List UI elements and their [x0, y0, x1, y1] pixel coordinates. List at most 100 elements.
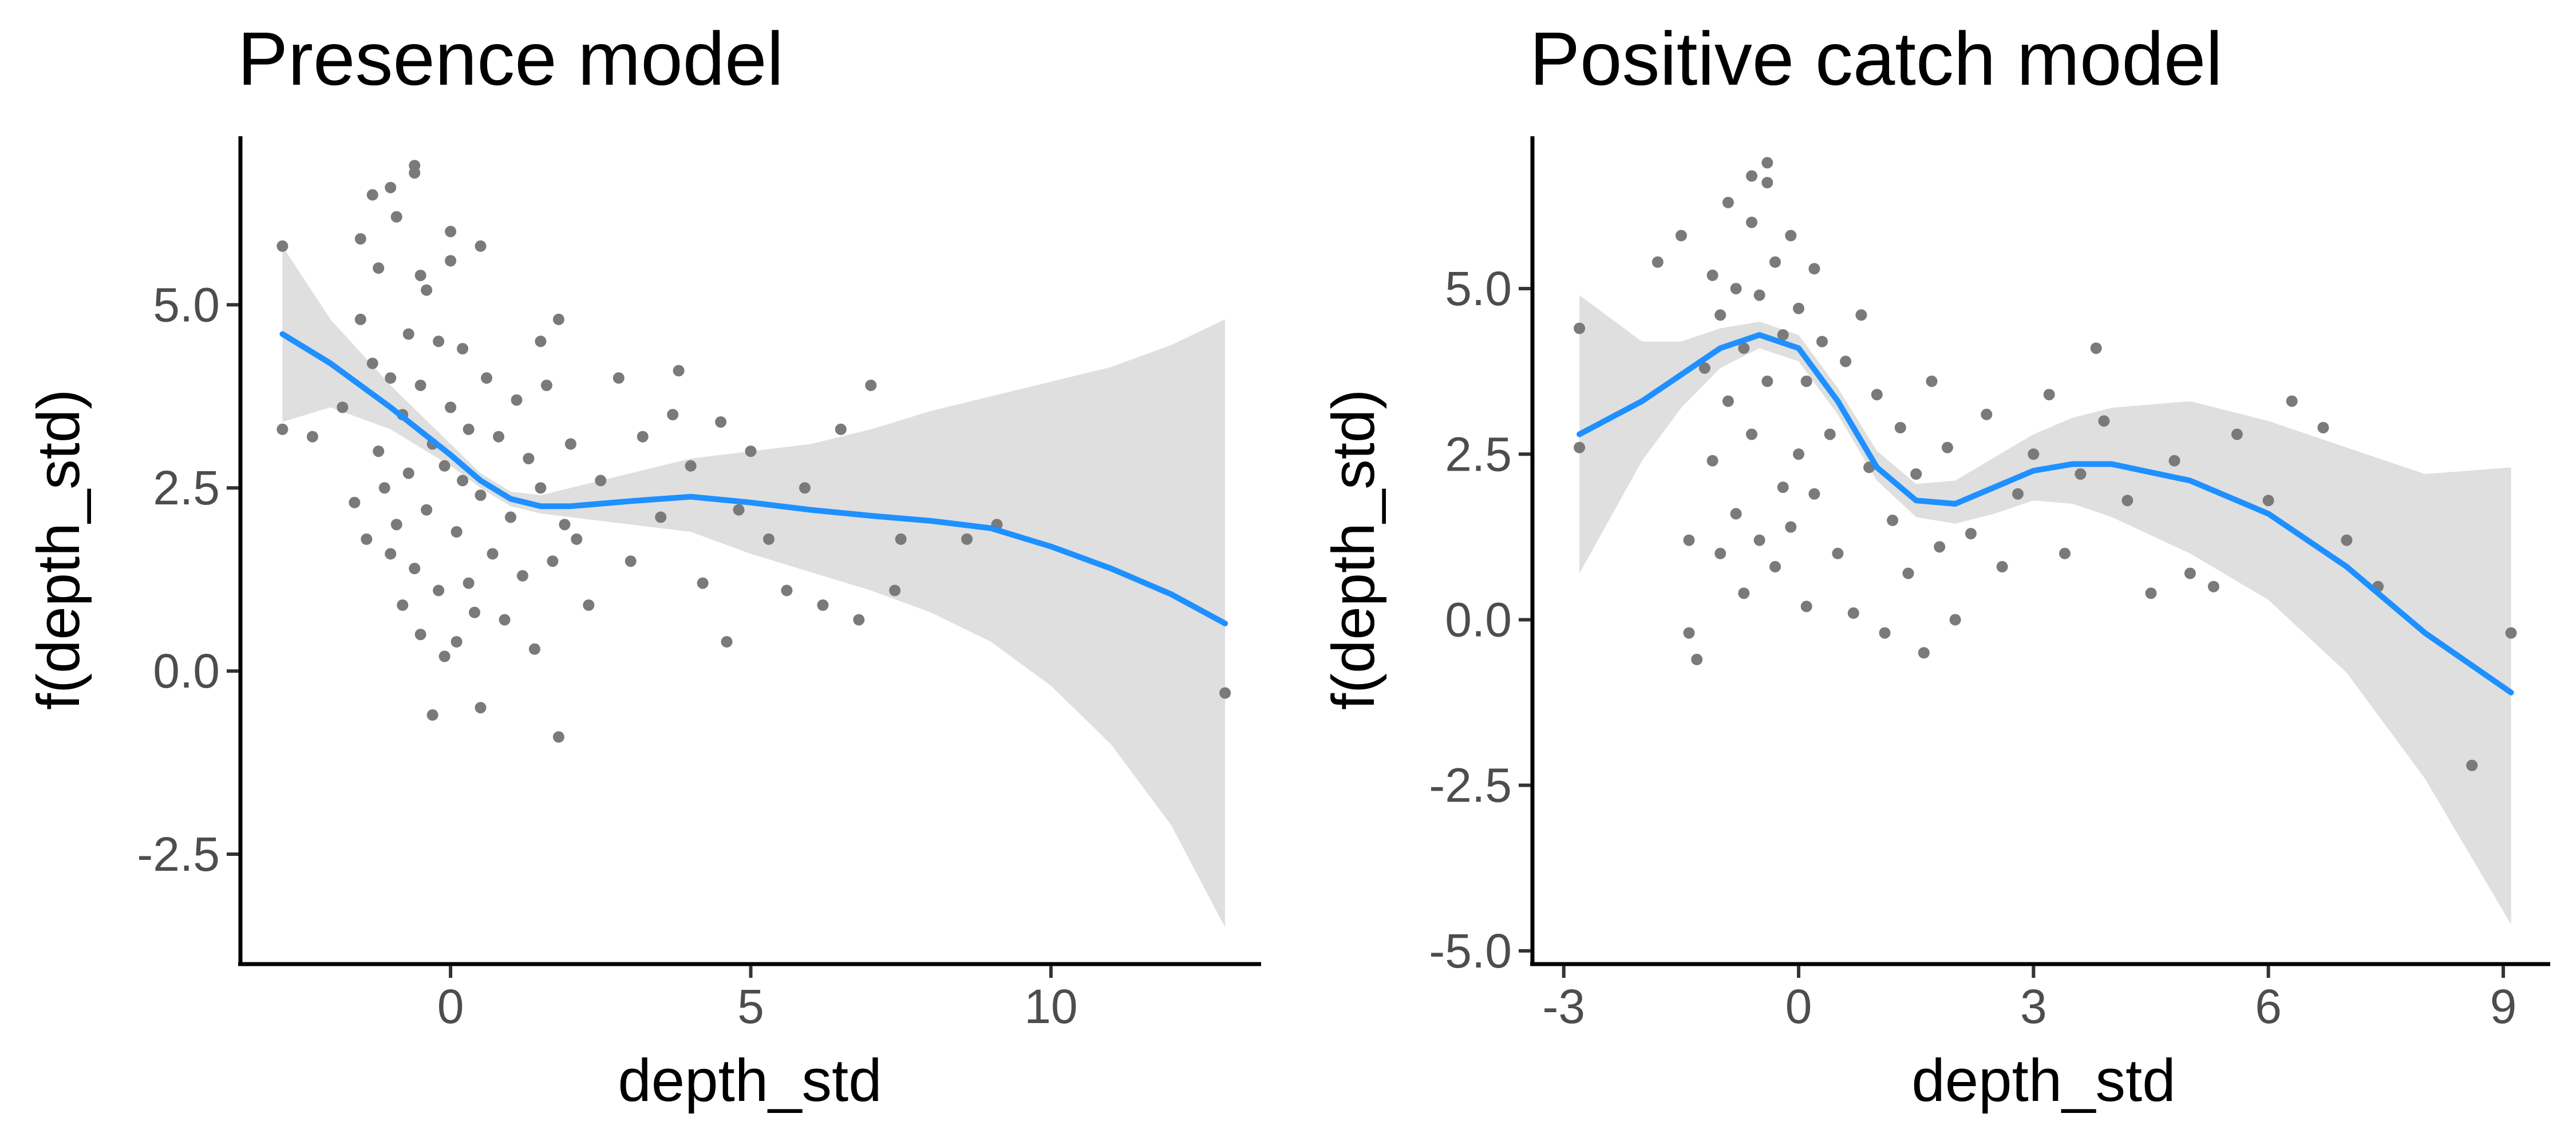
- data-point: [469, 606, 480, 618]
- data-point: [354, 233, 366, 245]
- data-point: [961, 533, 973, 545]
- data-point: [1714, 309, 1726, 321]
- data-point: [1738, 587, 1750, 599]
- data-point: [1800, 376, 1812, 387]
- y-tick-label: 5.0: [1445, 262, 1512, 315]
- data-point: [378, 482, 390, 494]
- data-point: [438, 650, 451, 662]
- data-point: [697, 577, 709, 589]
- data-point: [1722, 196, 1734, 208]
- data-point: [1832, 547, 1844, 559]
- data-point: [1753, 534, 1765, 546]
- data-point: [559, 519, 571, 531]
- data-point: [655, 511, 667, 523]
- data-point: [1894, 422, 1906, 433]
- data-point: [433, 335, 445, 348]
- data-point: [414, 380, 426, 392]
- data-point: [1887, 514, 1899, 526]
- axis-ticks: -3 0 3 6 9 -5.0 -2.5 0.0 2.5 5.0: [1429, 262, 2516, 1033]
- x-tick-label: 6: [2255, 980, 2282, 1033]
- data-point: [835, 423, 847, 435]
- data-point: [1761, 177, 1773, 188]
- data-point: [409, 160, 421, 172]
- data-point: [895, 533, 907, 545]
- data-point: [505, 511, 516, 523]
- y-tick-label: -5.0: [1429, 924, 1512, 978]
- data-point: [445, 255, 457, 267]
- data-point: [2145, 587, 2157, 599]
- data-point: [2121, 495, 2134, 507]
- data-point: [337, 401, 349, 413]
- data-point: [1706, 455, 1718, 467]
- y-tick-label: 2.5: [1445, 427, 1512, 481]
- y-tick-label: 0.0: [1445, 593, 1512, 646]
- data-point: [2286, 395, 2298, 407]
- x-tick-label: 10: [1024, 980, 1077, 1033]
- data-point: [1746, 428, 1757, 440]
- data-point: [1847, 607, 1859, 619]
- data-point: [487, 548, 499, 560]
- data-point: [2341, 534, 2353, 546]
- data-point: [481, 372, 492, 384]
- data-point: [2012, 488, 2024, 500]
- data-point: [349, 496, 361, 508]
- data-point: [402, 328, 414, 340]
- data-point: [1761, 376, 1773, 387]
- data-point: [276, 423, 289, 435]
- data-point: [571, 533, 583, 545]
- data-point: [1706, 269, 1718, 281]
- data-point: [1730, 508, 1742, 520]
- y-tick-label: 5.0: [153, 278, 220, 331]
- data-point: [511, 394, 523, 406]
- data-point: [1574, 441, 1586, 453]
- y-tick-label: -2.5: [1429, 759, 1512, 812]
- data-point: [463, 423, 475, 435]
- data-point: [1777, 481, 1789, 493]
- data-point: [2317, 422, 2329, 433]
- data-point: [414, 270, 426, 282]
- data-point: [361, 533, 373, 545]
- data-point: [817, 599, 829, 611]
- data-point: [1769, 560, 1781, 572]
- data-point: [306, 431, 318, 443]
- data-point: [1879, 627, 1891, 639]
- data-point: [373, 262, 385, 274]
- data-point: [390, 211, 402, 223]
- data-point: [853, 614, 865, 626]
- smooth-line: [1577, 332, 2514, 696]
- chart-title: Presence model: [238, 17, 784, 101]
- data-point: [1949, 614, 1961, 626]
- data-point: [438, 460, 451, 472]
- data-point: [528, 643, 540, 655]
- x-tick-label: 9: [2490, 980, 2517, 1033]
- confidence-band: [282, 246, 1226, 927]
- data-point: [2043, 389, 2055, 401]
- data-point: [402, 467, 414, 479]
- data-point: [535, 335, 547, 348]
- data-point: [1824, 428, 1836, 440]
- data-point: [421, 284, 433, 296]
- data-point: [354, 313, 366, 325]
- x-axis-label: depth_std: [1911, 1047, 2175, 1114]
- data-point: [1761, 157, 1773, 169]
- data-point: [1769, 256, 1781, 268]
- data-point: [1683, 627, 1695, 639]
- data-point: [2262, 495, 2274, 507]
- data-point: [1691, 653, 1703, 665]
- data-point: [613, 372, 625, 384]
- data-point: [475, 702, 487, 714]
- data-point: [1785, 521, 1797, 533]
- data-point: [1902, 567, 1914, 579]
- x-tick-label: 5: [737, 980, 764, 1033]
- chart-title: Positive catch model: [1530, 17, 2223, 101]
- data-point: [1785, 230, 1797, 242]
- x-tick-label: 0: [1785, 980, 1812, 1033]
- x-tick-label: 0: [437, 980, 464, 1033]
- data-point: [1793, 302, 1804, 314]
- x-tick-label: -3: [1542, 980, 1585, 1033]
- data-point: [781, 585, 793, 597]
- data-point: [493, 431, 504, 443]
- data-point: [1219, 687, 1231, 699]
- data-point: [799, 482, 811, 494]
- data-point: [564, 438, 576, 450]
